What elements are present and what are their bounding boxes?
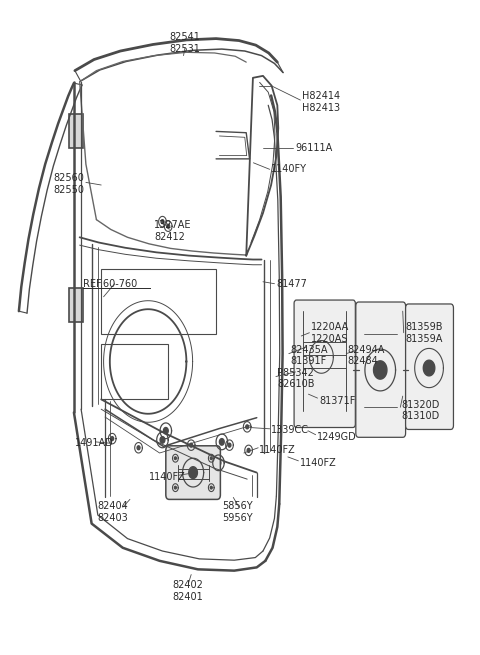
Text: 81359B
81359A: 81359B 81359A [405, 322, 443, 343]
Text: H82414
H82413: H82414 H82413 [302, 91, 340, 113]
Polygon shape [160, 437, 165, 443]
Polygon shape [174, 486, 176, 489]
Polygon shape [161, 219, 164, 223]
Text: 82402
82401: 82402 82401 [173, 580, 204, 602]
Text: 82494A
82484: 82494A 82484 [348, 345, 385, 366]
Polygon shape [174, 457, 176, 460]
Text: 81371F: 81371F [319, 396, 355, 405]
Polygon shape [167, 224, 169, 228]
Text: 1327AE
82412: 1327AE 82412 [154, 220, 192, 242]
FancyBboxPatch shape [166, 446, 220, 499]
Polygon shape [210, 457, 212, 460]
FancyBboxPatch shape [69, 114, 84, 148]
Polygon shape [247, 449, 250, 453]
Polygon shape [373, 361, 387, 379]
Text: 1140FY: 1140FY [271, 164, 307, 174]
Text: REF.60-760: REF.60-760 [83, 279, 137, 289]
Polygon shape [228, 443, 231, 447]
Text: P85342
82610B: P85342 82610B [277, 367, 315, 389]
Polygon shape [219, 439, 224, 445]
Text: 82560
82550: 82560 82550 [53, 173, 84, 195]
FancyBboxPatch shape [406, 304, 454, 430]
Polygon shape [423, 360, 435, 376]
FancyBboxPatch shape [356, 302, 406, 438]
Text: 5856Y
5956Y: 5856Y 5956Y [222, 501, 253, 523]
Polygon shape [111, 437, 114, 441]
Text: 1220AA
1220AS: 1220AA 1220AS [311, 322, 349, 343]
FancyBboxPatch shape [69, 288, 84, 322]
FancyBboxPatch shape [294, 300, 355, 428]
Text: 82541
82531: 82541 82531 [169, 32, 200, 54]
Text: 81477: 81477 [276, 279, 307, 289]
Text: 1140FZ: 1140FZ [300, 458, 336, 468]
Polygon shape [137, 446, 140, 450]
Polygon shape [216, 460, 221, 466]
Polygon shape [189, 467, 197, 479]
Text: 1249GD: 1249GD [317, 432, 356, 441]
Text: 96111A: 96111A [295, 143, 332, 153]
Text: 81320D
81310D: 81320D 81310D [402, 400, 440, 421]
Text: 1140FZ: 1140FZ [149, 472, 186, 481]
Polygon shape [210, 486, 212, 489]
Polygon shape [163, 428, 168, 434]
Text: 82435A
81391F: 82435A 81391F [290, 345, 328, 366]
Polygon shape [190, 443, 192, 447]
Text: 82404
82403: 82404 82403 [98, 501, 129, 523]
Polygon shape [246, 425, 249, 429]
Text: 1491AD: 1491AD [75, 438, 114, 448]
Text: 1140FZ: 1140FZ [259, 445, 296, 455]
Text: 1339CC: 1339CC [271, 425, 309, 435]
